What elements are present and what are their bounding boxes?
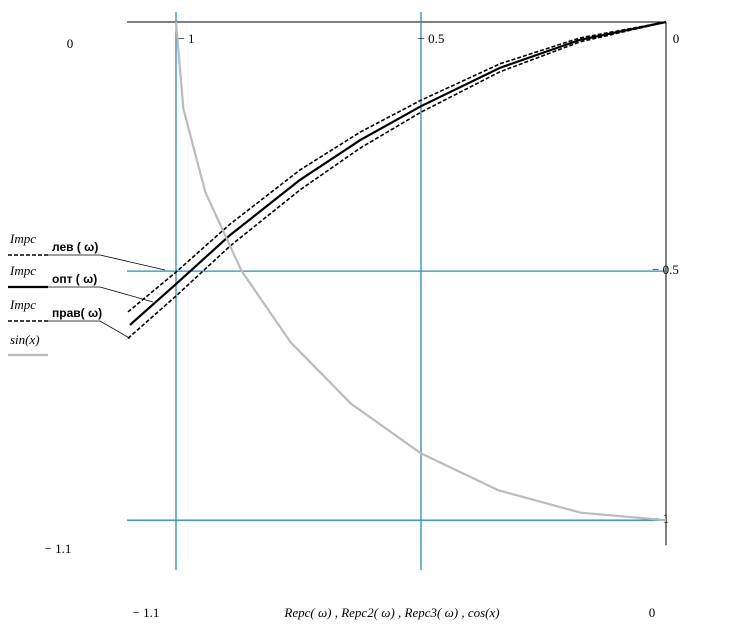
line-series bbox=[127, 21, 667, 313]
x-range-label: − 1.1 bbox=[133, 605, 160, 620]
x-tick-label: − 1 bbox=[177, 31, 194, 46]
legend-leader bbox=[48, 320, 131, 339]
legend-leader bbox=[48, 254, 166, 271]
x-range-label: 0 bbox=[649, 605, 656, 620]
legend-sublabel: лев ( ω) bbox=[52, 240, 98, 254]
line-series bbox=[127, 21, 667, 339]
x-axis-label: Repc( ω) , Repc2( ω) , Repc3( ω) , cos(x… bbox=[283, 605, 499, 620]
legend-label: sin(x) bbox=[10, 332, 40, 347]
y-range-label: − 1.1 bbox=[45, 541, 72, 556]
x-tick-label: − 0.5 bbox=[418, 31, 445, 46]
line-series bbox=[129, 20, 667, 326]
legend-leader bbox=[48, 286, 154, 303]
legend-sublabel: опт ( ω) bbox=[52, 272, 97, 286]
legend-label: Impc bbox=[9, 231, 36, 246]
legend-label: Impc bbox=[9, 297, 36, 312]
legend-sublabel: прав( ω) bbox=[52, 306, 102, 320]
y-tick-label: − 0.5 bbox=[652, 262, 679, 277]
legend-label: Impc bbox=[9, 263, 36, 278]
x-tick-label: 0 bbox=[673, 31, 680, 46]
y-range-label: 0 bbox=[67, 36, 74, 51]
line-series bbox=[174, 21, 667, 522]
